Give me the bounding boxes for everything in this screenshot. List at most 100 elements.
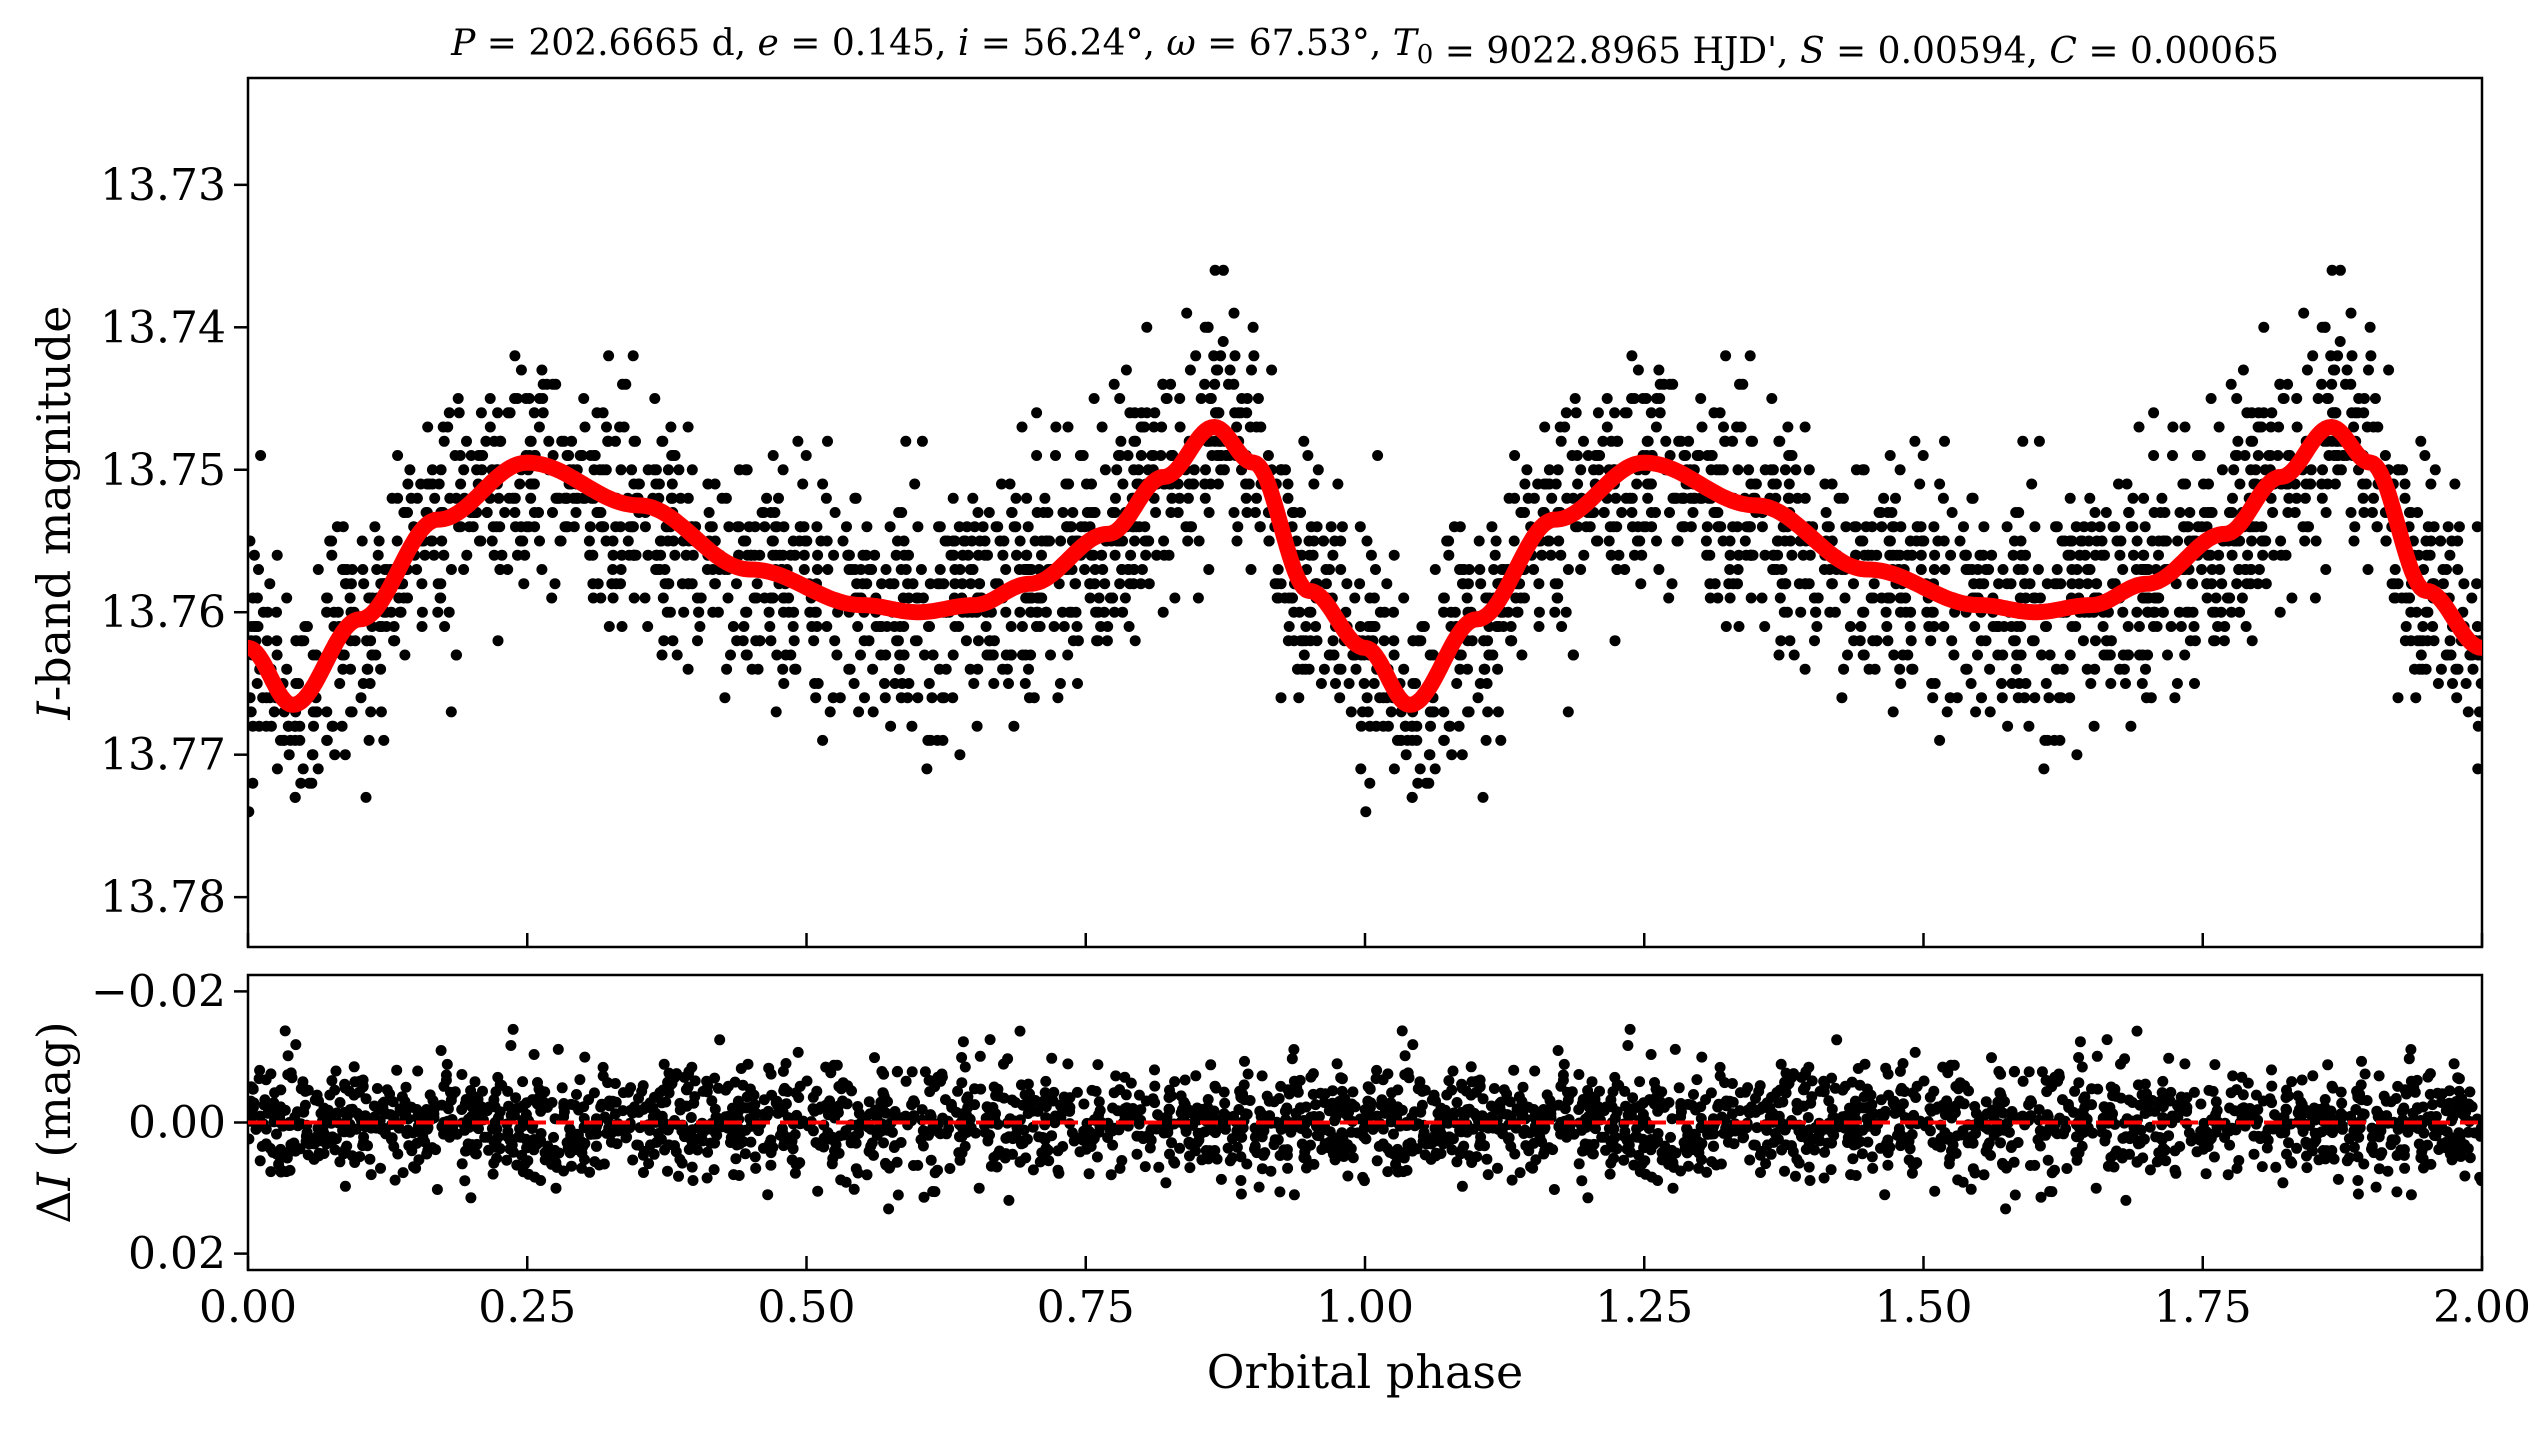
residual-point	[763, 1063, 774, 1074]
data-point	[1790, 464, 1801, 475]
data-point	[1235, 407, 1246, 418]
data-point	[1736, 422, 1747, 433]
data-point	[271, 607, 282, 618]
data-point	[2158, 607, 2169, 618]
data-point	[1715, 521, 1726, 532]
data-point	[1784, 635, 1795, 646]
data-point	[1842, 650, 1853, 661]
data-point	[1934, 735, 1945, 746]
data-point	[1556, 621, 1567, 632]
data-point	[1905, 536, 1916, 547]
residual-point	[1391, 1151, 1402, 1162]
residual-point	[550, 1157, 561, 1168]
data-point	[1572, 479, 1583, 490]
data-point	[1968, 493, 1979, 504]
data-point	[1757, 593, 1768, 604]
data-point	[361, 792, 372, 803]
data-point	[294, 721, 305, 732]
data-point	[898, 593, 909, 604]
residual-point	[2426, 1111, 2437, 1122]
data-point	[258, 607, 269, 618]
residual-point	[1146, 1135, 1157, 1146]
residual-point	[709, 1164, 720, 1175]
data-point	[2196, 564, 2207, 575]
data-point	[765, 635, 776, 646]
residual-point	[2320, 1094, 2331, 1105]
data-point	[1128, 578, 1139, 589]
data-point	[2231, 393, 2242, 404]
data-point	[1210, 265, 1221, 276]
data-point	[1549, 607, 1560, 618]
data-point	[1039, 493, 1050, 504]
data-point	[1809, 635, 1820, 646]
data-point	[1474, 536, 1485, 547]
data-point	[1986, 550, 1997, 561]
data-point	[2214, 422, 2225, 433]
residual-point	[686, 1062, 697, 1073]
residual-point	[2327, 1127, 2338, 1138]
data-point	[1733, 464, 1744, 475]
data-point	[2002, 521, 2013, 532]
data-point	[2292, 422, 2303, 433]
data-point	[603, 350, 614, 361]
data-point	[1450, 607, 1461, 618]
residual-point	[2301, 1162, 2312, 1173]
data-point	[1242, 393, 1253, 404]
data-point	[778, 464, 789, 475]
data-point	[1878, 493, 1889, 504]
residual-point	[811, 1086, 822, 1097]
data-point	[412, 493, 423, 504]
data-point	[821, 621, 832, 632]
data-point	[981, 621, 992, 632]
data-point	[919, 650, 930, 661]
data-point	[1561, 607, 1572, 618]
residual-point	[1015, 1026, 1026, 1037]
residual-point	[2000, 1203, 2011, 1214]
data-point	[1578, 436, 1589, 447]
data-point	[1785, 536, 1796, 547]
residual-point	[883, 1203, 894, 1214]
data-point	[1416, 621, 1427, 632]
data-point	[602, 436, 613, 447]
data-point	[435, 578, 446, 589]
data-point	[1606, 550, 1617, 561]
data-point	[1124, 621, 1135, 632]
data-point	[649, 464, 660, 475]
data-point	[2265, 450, 2276, 461]
data-point	[652, 550, 663, 561]
data-point	[2098, 621, 2109, 632]
data-point	[1411, 721, 1422, 732]
data-point	[2302, 365, 2313, 376]
data-point	[1298, 436, 1309, 447]
data-point	[852, 621, 863, 632]
residual-point	[441, 1070, 452, 1081]
data-point	[1710, 507, 1721, 518]
data-point	[896, 507, 907, 518]
data-point	[1011, 550, 1022, 561]
data-point	[1626, 393, 1637, 404]
data-point	[2125, 721, 2136, 732]
data-point	[2400, 493, 2411, 504]
y-tick-label: 13.76	[100, 587, 226, 638]
residual-point	[2140, 1079, 2151, 1090]
data-point	[867, 664, 878, 675]
data-point	[842, 550, 853, 561]
data-point	[949, 578, 960, 589]
data-point	[2137, 593, 2148, 604]
data-point	[509, 507, 520, 518]
residual-point	[1466, 1090, 1477, 1101]
data-point	[435, 593, 446, 604]
data-point	[997, 550, 1008, 561]
data-point	[2417, 621, 2428, 632]
residual-point	[1708, 1141, 1719, 1152]
data-point	[1887, 521, 1898, 532]
data-point	[307, 749, 318, 760]
data-point	[1867, 521, 1878, 532]
data-point	[1984, 664, 1995, 675]
data-point	[2227, 550, 2238, 561]
data-point	[1299, 650, 1310, 661]
data-point	[2359, 393, 2370, 404]
data-point	[247, 778, 258, 789]
data-point	[587, 550, 598, 561]
data-point	[1455, 521, 1466, 532]
